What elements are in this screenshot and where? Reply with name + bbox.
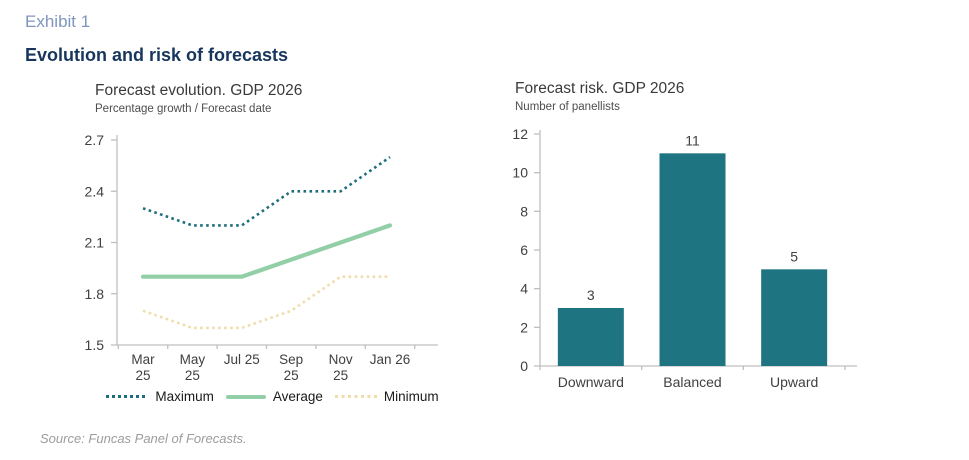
legend-label-minimum: Minimum (383, 389, 439, 404)
minimum-line-swatch-icon (334, 395, 377, 398)
evolution-chart-subtitle: Percentage growth / Forecast date (95, 103, 272, 115)
series-minimum-line (142, 275, 390, 330)
risk-chart-title: Forecast risk. GDP 2026 (515, 80, 685, 97)
x-label: 25 (333, 368, 348, 383)
forecast-evolution-chart: Forecast evolution. GDP 2026 Percentage … (60, 82, 485, 404)
maximum-line-swatch-icon (106, 395, 149, 398)
source-note: Source: Funcas Panel of Forecasts. (40, 431, 247, 446)
risk-bar-plot: 12 10 8 6 4 2 0 3 Downward 11 Balanced 5 Upward (512, 126, 857, 390)
y-tick-label: 2.4 (85, 183, 105, 199)
x-label: 25 (135, 368, 150, 383)
forecast-risk-chart: Forecast risk. GDP 2026 Number of panell… (495, 80, 925, 408)
x-label: Nov (329, 352, 353, 367)
legend-item-minimum: Minimum (334, 389, 439, 404)
bar-value-label: 5 (790, 248, 798, 264)
y-tick-label: 2.1 (85, 235, 105, 251)
evolution-legend: Maximum Average Minimum (60, 389, 485, 404)
x-label: 25 (185, 368, 200, 383)
series-maximum-line (142, 156, 391, 227)
legend-label-average: Average (272, 389, 323, 404)
y-tick-label: 2 (520, 319, 528, 335)
y-tick-label: 4 (520, 281, 528, 297)
y-tick-label: 2.7 (85, 132, 105, 148)
page-title: Evolution and risk of forecasts (25, 45, 289, 65)
bar-balanced (659, 153, 726, 366)
series-average-line (140, 223, 393, 279)
risk-chart-subtitle: Number of panellists (515, 101, 620, 113)
x-label: Jul 25 (224, 352, 260, 367)
x-label: Jan 26 (370, 352, 411, 367)
bar-downward (557, 308, 624, 366)
bar-category-label: Upward (770, 374, 818, 390)
y-tick-label: 8 (520, 203, 528, 219)
bar-upward (761, 269, 828, 366)
legend-label-maximum: Maximum (155, 389, 214, 404)
evolution-chart-title: Forecast evolution. GDP 2026 (95, 82, 303, 99)
bar-value-label: 3 (587, 287, 595, 303)
y-tick-label: 6 (520, 242, 528, 258)
exhibit-number: Exhibit 1 (25, 12, 91, 31)
bar-value-label: 11 (685, 132, 700, 148)
y-tick-label: 1.8 (85, 286, 105, 302)
x-label: May (180, 352, 206, 367)
y-tick-label: 0 (520, 358, 528, 374)
y-tick-label: 12 (512, 126, 528, 142)
bar-category-label: Balanced (663, 374, 721, 390)
x-label: Sep (279, 352, 303, 367)
x-label: 25 (284, 368, 299, 383)
bar-category-label: Downward (558, 374, 624, 390)
legend-item-maximum: Maximum (106, 389, 214, 404)
y-tick-label: 1.5 (85, 337, 105, 353)
average-line-swatch-icon (225, 394, 266, 399)
x-label: Mar (131, 352, 155, 367)
y-tick-label: 10 (512, 165, 528, 181)
legend-item-average: Average (225, 389, 323, 404)
